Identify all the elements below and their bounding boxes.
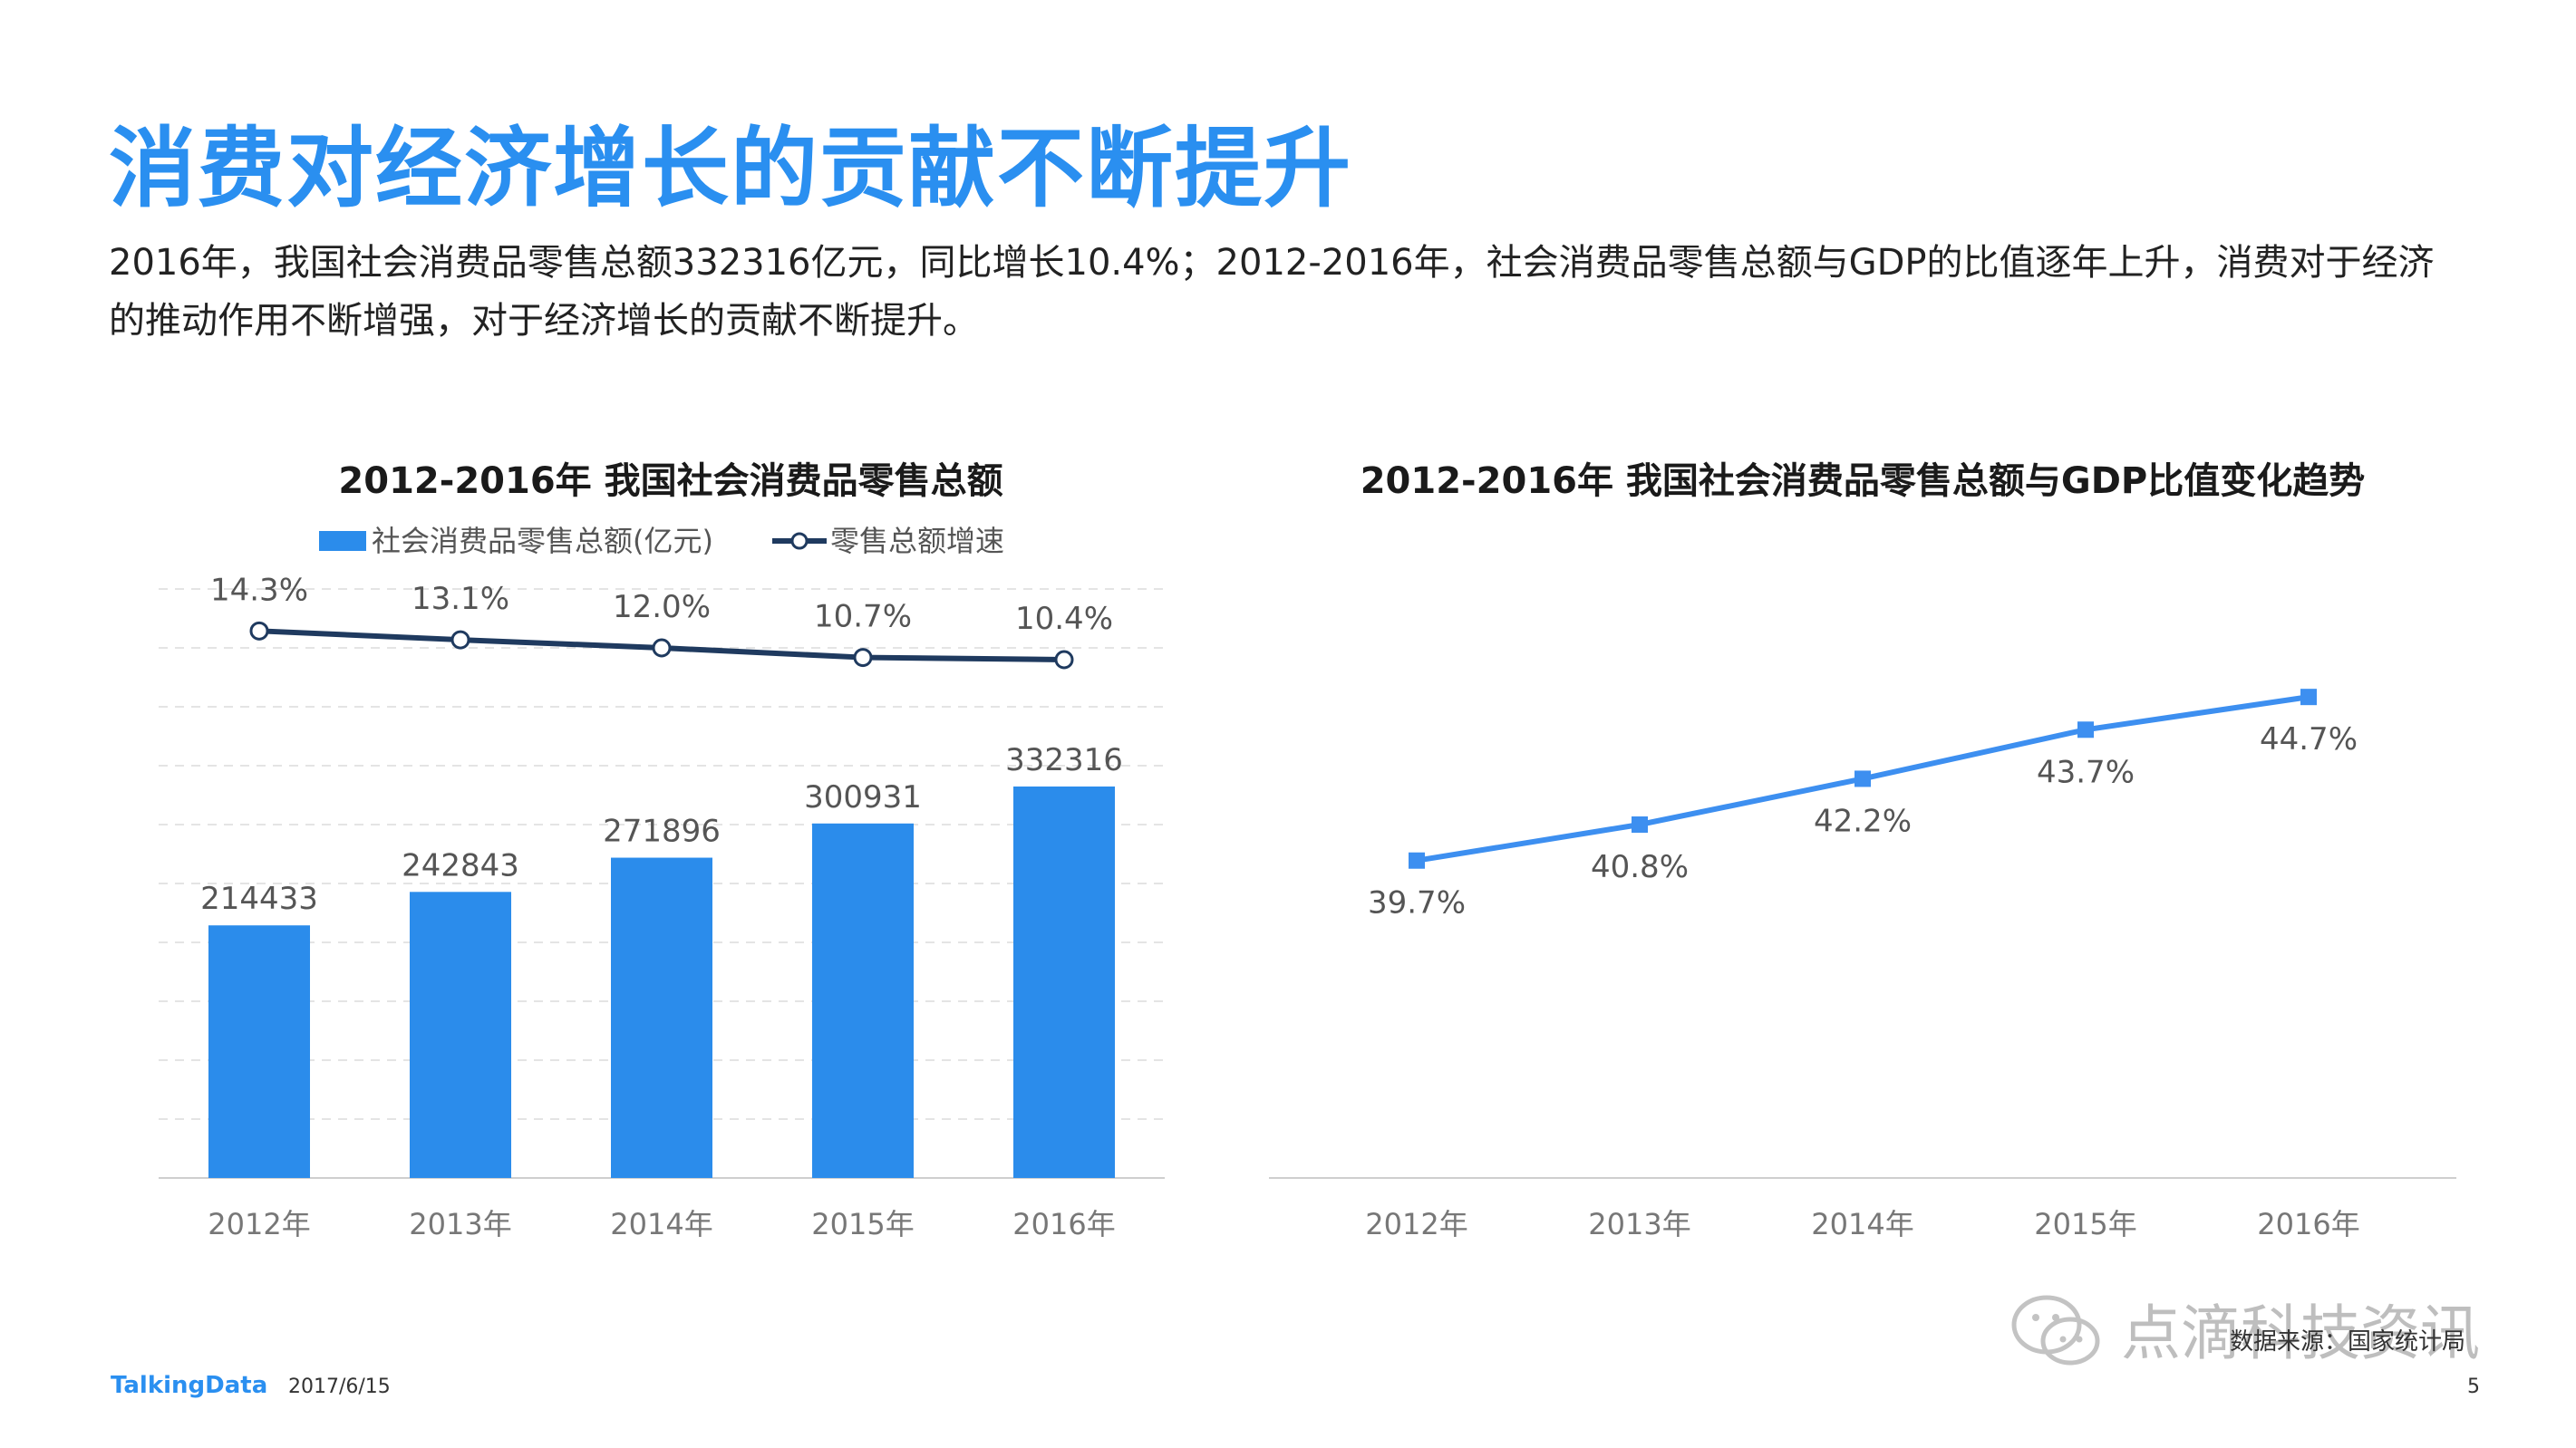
bar-value-label: 332316 (1005, 742, 1123, 778)
page-description: 2016年，我国社会消费品零售总额332316亿元，同比增长10.4%；2012… (109, 242, 2435, 342)
growth-value-label: 13.1% (412, 581, 509, 617)
data-source: 数据来源：国家统计局 (2230, 1328, 2466, 1356)
legend-line-label: 零售总额增速 (830, 524, 1004, 558)
growth-value-label: 10.4% (1015, 601, 1113, 637)
growth-marker (249, 621, 269, 641)
ratio-value-label: 39.7% (1368, 885, 1466, 922)
left-chart: 社会消费品零售总额(亿元) 零售总额增速 214433 2012年 242843 2013… (159, 524, 1165, 1241)
wechat-icon (2010, 1290, 2101, 1372)
x-tick-label: 2014年 (610, 1207, 712, 1241)
legend-line-marker (790, 532, 809, 550)
bar-value-label: 242843 (402, 847, 519, 883)
growth-marker (1054, 650, 1074, 670)
x-tick-label: 2015年 (2034, 1207, 2136, 1241)
x-tick-label: 2013年 (409, 1207, 511, 1241)
ratio-value-label: 40.8% (1591, 849, 1689, 885)
ratio-marker (1409, 852, 1425, 869)
right-chart-title: 2012-2016年 我国社会消费品零售总额与GDP比值变化趋势 (1360, 460, 2366, 502)
x-tick-label: 2016年 (1012, 1207, 1115, 1241)
bar (410, 892, 511, 1178)
footer-date: 2017/6/15 (288, 1376, 391, 1398)
x-tick-label: 2013年 (1588, 1207, 1690, 1241)
ratio-marker (2077, 721, 2094, 738)
right-chart: 39.7% 2012年 40.8% 2013年 42.2% 2014年 43.7% 2015年… (1269, 689, 2456, 1241)
x-tick-label: 2015年 (811, 1207, 914, 1241)
bar-value-label: 214433 (200, 881, 318, 917)
growth-marker (652, 638, 672, 658)
x-tick-label: 2012年 (1365, 1207, 1467, 1241)
x-tick-label: 2016年 (2257, 1207, 2359, 1241)
talkingdata-logo: TalkingData (111, 1372, 268, 1399)
bar (611, 857, 712, 1178)
legend-bar-swatch (319, 531, 366, 551)
ratio-value-label: 42.2% (1814, 803, 1912, 839)
growth-value-label: 14.3% (210, 572, 308, 608)
left-chart-title: 2012-2016年 我国社会消费品零售总额 (338, 460, 1003, 502)
bar (1013, 786, 1115, 1178)
bar (208, 925, 310, 1178)
growth-marker (450, 630, 470, 650)
ratio-marker (1855, 770, 1871, 787)
growth-value-label: 10.7% (814, 599, 912, 635)
x-tick-label: 2014年 (1811, 1207, 1913, 1241)
growth-marker (853, 648, 873, 668)
ratio-marker (2300, 689, 2317, 706)
growth-value-label: 12.0% (613, 589, 711, 625)
ratio-marker (1632, 816, 1648, 833)
bar-value-label: 300931 (804, 779, 922, 816)
page-title: 消费对经济增长的贡献不断提升 (109, 118, 1352, 219)
x-tick-label: 2012年 (208, 1207, 310, 1241)
bar-value-label: 271896 (603, 814, 721, 850)
ratio-value-label: 43.7% (2037, 754, 2135, 790)
bar (812, 823, 914, 1178)
legend-bar-label: 社会消费品零售总额(亿元) (372, 524, 713, 558)
watermark-text: 点滴科技资讯 (2121, 1298, 2480, 1368)
ratio-value-label: 44.7% (2260, 721, 2358, 758)
page-number: 5 (2467, 1376, 2480, 1398)
